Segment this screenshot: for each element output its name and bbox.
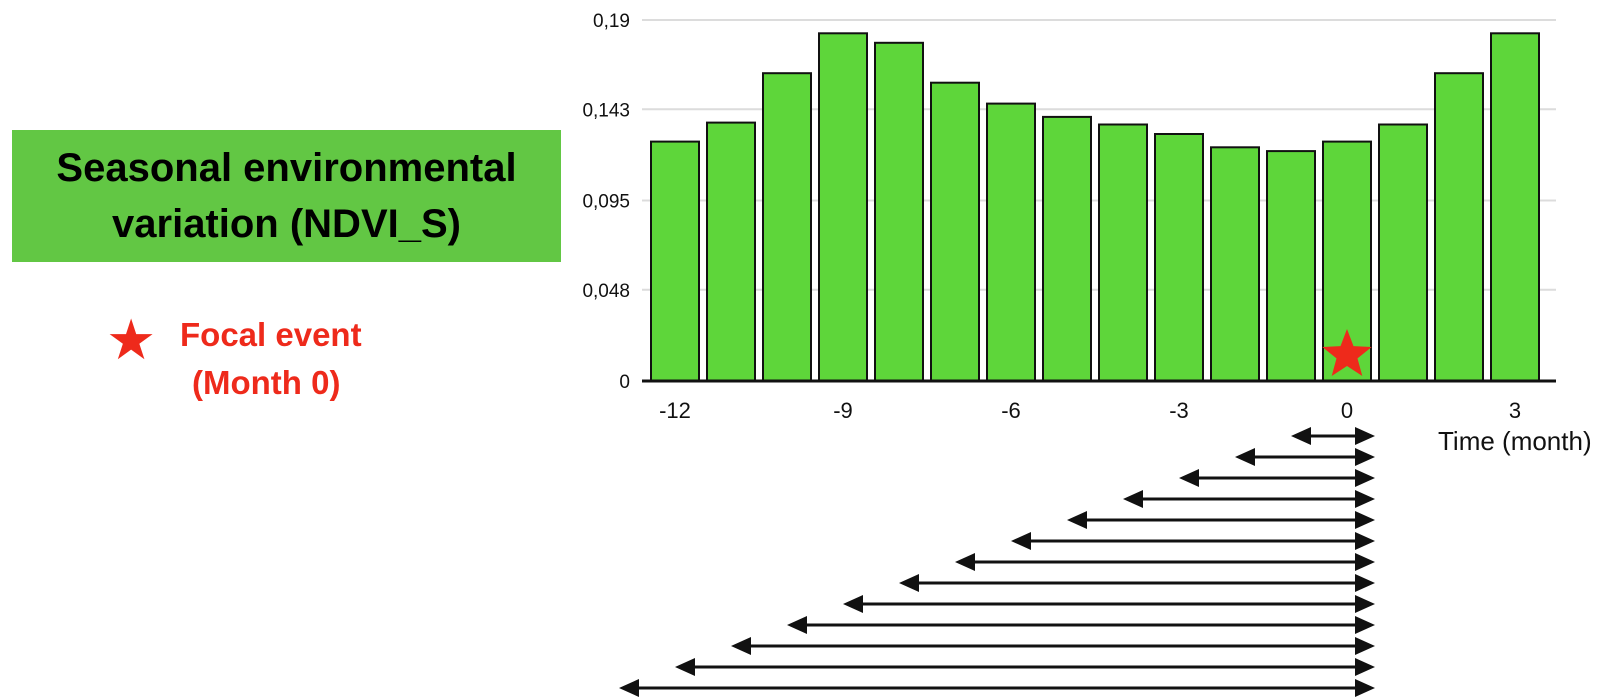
- lag-arrow-left-head: [1235, 448, 1255, 466]
- bar: [1434, 72, 1484, 382]
- focal-event-legend: ★ Focal event (Month 0): [106, 304, 446, 414]
- bar: [1210, 146, 1260, 382]
- series-title-line1: Seasonal environmental: [56, 146, 517, 190]
- lag-window-arrows: [619, 427, 1375, 697]
- star-icon: ★: [106, 308, 157, 371]
- y-tick-labels: 0 0,048 0,095 0,143 0,19: [582, 11, 630, 393]
- bar: [818, 32, 868, 383]
- lag-arrow-left-head: [675, 658, 695, 676]
- x-tick-label: -12: [659, 398, 691, 423]
- lag-arrow-left-head: [955, 553, 975, 571]
- focal-label-line1: Focal event: [180, 316, 362, 353]
- x-axis-label: Time (month): [1438, 426, 1592, 456]
- y-tick-label: 0,095: [582, 192, 630, 213]
- bar: [1266, 150, 1316, 382]
- lag-arrow-right-head: [1355, 679, 1375, 697]
- series-title-box: Seasonal environmental variation (NDVI_S…: [12, 130, 561, 262]
- x-tick-labels: -12 -9 -6 -3 0 3: [659, 398, 1521, 423]
- bar: [1154, 133, 1204, 382]
- lag-arrow-left-head: [1011, 532, 1031, 550]
- bar: [762, 72, 812, 382]
- bar: [1378, 123, 1428, 382]
- lag-arrow-right-head: [1355, 490, 1375, 508]
- lag-arrow-right-head: [1355, 574, 1375, 592]
- bar: [874, 41, 924, 383]
- lag-arrow-right-head: [1355, 469, 1375, 487]
- focal-star-marker: [1322, 329, 1372, 376]
- y-tick-label: 0: [619, 372, 630, 393]
- lag-arrow-right-head: [1355, 553, 1375, 571]
- lag-arrow-right-head: [1355, 595, 1375, 613]
- x-tick-label: 3: [1509, 398, 1521, 423]
- bar: [1098, 123, 1148, 382]
- bar: [986, 102, 1036, 382]
- lag-arrow-right-head: [1355, 637, 1375, 655]
- lag-arrow-left-head: [1291, 427, 1311, 445]
- lag-arrow-right-head: [1355, 616, 1375, 634]
- bar: [706, 121, 756, 382]
- bar: [930, 81, 980, 382]
- lag-arrow-right-head: [1355, 427, 1375, 445]
- lag-arrow-left-head: [1123, 490, 1143, 508]
- y-tick-label: 0,19: [593, 11, 630, 32]
- star-icon: [1322, 329, 1372, 376]
- lag-arrow-left-head: [843, 595, 863, 613]
- lag-arrow-left-head: [899, 574, 919, 592]
- x-tick-label: -6: [1001, 398, 1021, 423]
- x-tick-label: -3: [1169, 398, 1189, 423]
- lag-arrow-left-head: [1067, 511, 1087, 529]
- lag-arrow-left-head: [619, 679, 639, 697]
- y-tick-label: 0,143: [582, 100, 630, 121]
- bar: [1042, 115, 1092, 383]
- lag-arrow-left-head: [731, 637, 751, 655]
- y-tick-label: 0,048: [582, 281, 630, 302]
- bars: [650, 32, 1540, 383]
- lag-arrow-left-head: [1179, 469, 1199, 487]
- x-tick-label: -9: [833, 398, 853, 423]
- x-tick-label: 0: [1341, 398, 1353, 423]
- bar: [650, 140, 700, 382]
- lag-arrow-right-head: [1355, 511, 1375, 529]
- bar: [1490, 32, 1540, 383]
- lag-arrow-right-head: [1355, 448, 1375, 466]
- lag-arrow-right-head: [1355, 532, 1375, 550]
- series-title-line2: variation (NDVI_S): [112, 202, 461, 246]
- lag-arrow-right-head: [1355, 658, 1375, 676]
- focal-label-line2: (Month 0): [192, 364, 341, 401]
- lag-arrow-left-head: [787, 616, 807, 634]
